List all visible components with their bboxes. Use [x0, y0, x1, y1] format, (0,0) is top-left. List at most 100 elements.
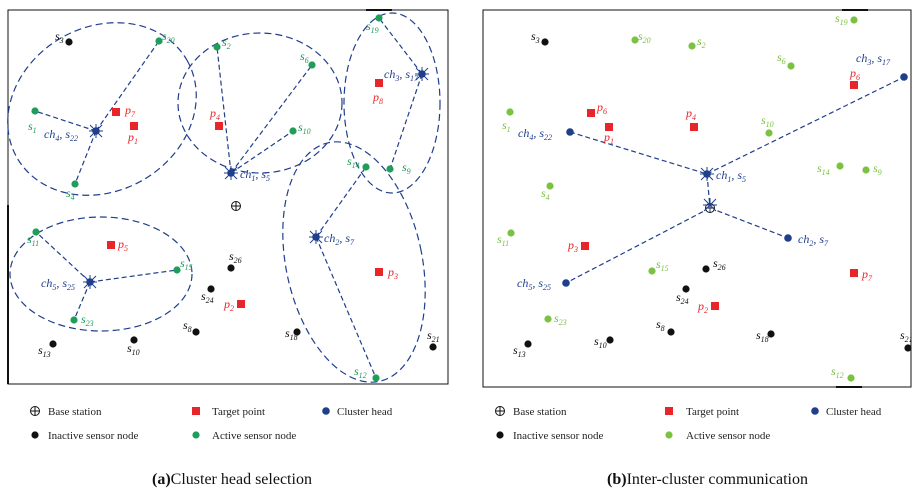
active-node-s19-a: [375, 14, 382, 21]
inactive-node-s3-b: [541, 38, 548, 45]
label-p5-a: p5: [117, 237, 128, 253]
label-s9-b: s9: [873, 161, 882, 177]
cluster-head-ch2-b: [784, 234, 792, 242]
label-s21-a: s21: [427, 328, 440, 344]
inactive-node-s13-b: [524, 340, 531, 347]
target-p5-a: [107, 241, 115, 249]
active-node-s2-a: [213, 43, 220, 50]
cluster-head-ch4-a: [92, 127, 100, 135]
legend-active-icon-b: [665, 431, 672, 438]
active-node-s6-b: [787, 62, 794, 69]
inactive-node-s3-a: [65, 38, 72, 45]
label-ch4-b: ch4, s22: [518, 126, 552, 142]
label-p6-b: p6: [596, 100, 607, 116]
label-s3-a: s3: [55, 29, 64, 45]
active-node-s4-b: [546, 182, 553, 189]
legend-base-station-icon: [31, 407, 40, 416]
legend-base-station-icon-b: [496, 407, 505, 416]
inactive-node-s21-a: [429, 343, 436, 350]
label-s10b-b: s10: [594, 334, 607, 350]
inactive-node-s24-a: [207, 285, 214, 292]
active-node-s6-a: [308, 61, 315, 68]
active-node-s12-a: [372, 374, 379, 381]
cluster-head-ch4-b: [566, 128, 574, 136]
panel-b: s3 s19 s20 s2 s6 ch3, s17 p6 p6 p4 p1 s1…: [483, 10, 913, 488]
target-p1-a: [130, 122, 138, 130]
legend-active-b: Active sensor node: [686, 430, 770, 442]
legend-head-a: Cluster head: [337, 406, 393, 418]
label-s26-a: s26: [229, 249, 242, 265]
active-node-s1-b: [506, 108, 513, 115]
inactive-node-s21-b: [904, 344, 911, 351]
label-p4-a: p4: [209, 106, 220, 122]
label-ch3-a: ch3, s17: [384, 67, 419, 83]
label-s10-a: s10: [298, 120, 311, 136]
active-node-s9-b: [862, 166, 869, 173]
active-node-s14-a: [362, 163, 369, 170]
cluster-head-ch1-a: [227, 169, 235, 177]
label-p1-b: p1: [603, 130, 614, 146]
label-ch4-a: ch4, s22: [44, 127, 78, 143]
label-ch1-b: ch1, s5: [716, 168, 746, 184]
label-s12-b: s12: [831, 364, 844, 380]
label-ch1-a: ch1, s5: [240, 167, 270, 183]
label-p7-b: p7: [861, 267, 873, 283]
active-node-s10-a: [289, 127, 296, 134]
target-p4-b: [690, 123, 698, 131]
legend-inactive-icon: [31, 431, 38, 438]
legend-target-a: Target point: [212, 406, 265, 418]
label-s19-b: s19: [835, 11, 848, 27]
legend-active-a: Active sensor node: [212, 430, 296, 442]
active-node-s4-a: [71, 180, 78, 187]
label-p3-b: p3: [567, 238, 578, 254]
label-ch5-b: ch5, s25: [517, 276, 551, 292]
inactive-node-s13-a: [49, 340, 56, 347]
active-node-s10-b: [765, 129, 772, 136]
caption-a: (a)Cluster head selection: [152, 471, 312, 488]
label-ch5-a: ch5, s25: [41, 276, 75, 292]
active-node-s11-a: [32, 228, 39, 235]
active-node-s19-b: [850, 16, 857, 23]
legend-inactive-a: Inactive sensor node: [48, 430, 139, 442]
label-s8-b: s8: [656, 317, 665, 333]
label-s20-a: s20: [162, 29, 175, 45]
legend-target-icon: [192, 407, 200, 415]
target-p4-a: [215, 122, 223, 130]
cluster-head-ch5-a: [86, 278, 94, 286]
label-s2-a: s2: [222, 35, 231, 51]
legend-inactive-b: Inactive sensor node: [513, 430, 604, 442]
cluster-ellipse-ch1: [178, 33, 342, 173]
label-p4-b: p4: [685, 106, 696, 122]
label-s14-b: s14: [817, 161, 830, 177]
legend-head-b: Cluster head: [826, 406, 882, 418]
inactive-node-s26-a: [227, 264, 234, 271]
label-s1-a: s1: [28, 119, 37, 135]
legend-target-b: Target point: [686, 406, 739, 418]
active-node-s23-a: [70, 316, 77, 323]
label-s6-b: s6: [777, 50, 786, 66]
label-p7-a: p7: [124, 103, 136, 119]
target-p7-b: [850, 269, 858, 277]
target-p2-a: [237, 300, 245, 308]
label-s20-b: s20: [638, 29, 651, 45]
target-p8-a: [375, 79, 383, 87]
active-node-s11-b: [507, 229, 514, 236]
target-p6b-b: [850, 81, 858, 89]
base-station-a: [232, 202, 241, 211]
label-s2-b: s2: [697, 34, 706, 50]
inactive-node-s8-b: [667, 328, 674, 335]
label-s15-a: s15: [180, 256, 193, 272]
legend-active-icon: [192, 431, 199, 438]
active-node-s12-b: [847, 374, 854, 381]
label-p2-a: p2: [223, 297, 234, 313]
label-s13-b: s13: [513, 343, 526, 359]
active-node-s15-b: [648, 267, 655, 274]
label-s10-b: s10: [761, 113, 774, 129]
caption-b: (b)Inter-cluster communication: [607, 471, 808, 488]
label-s9-a: s9: [402, 160, 411, 176]
legend-inactive-icon-b: [496, 431, 503, 438]
target-p6-b: [587, 109, 595, 117]
label-s18-b: s18: [756, 328, 769, 344]
cluster-head-ch3-a: [418, 70, 426, 78]
label-s1-b: s1: [502, 118, 511, 134]
